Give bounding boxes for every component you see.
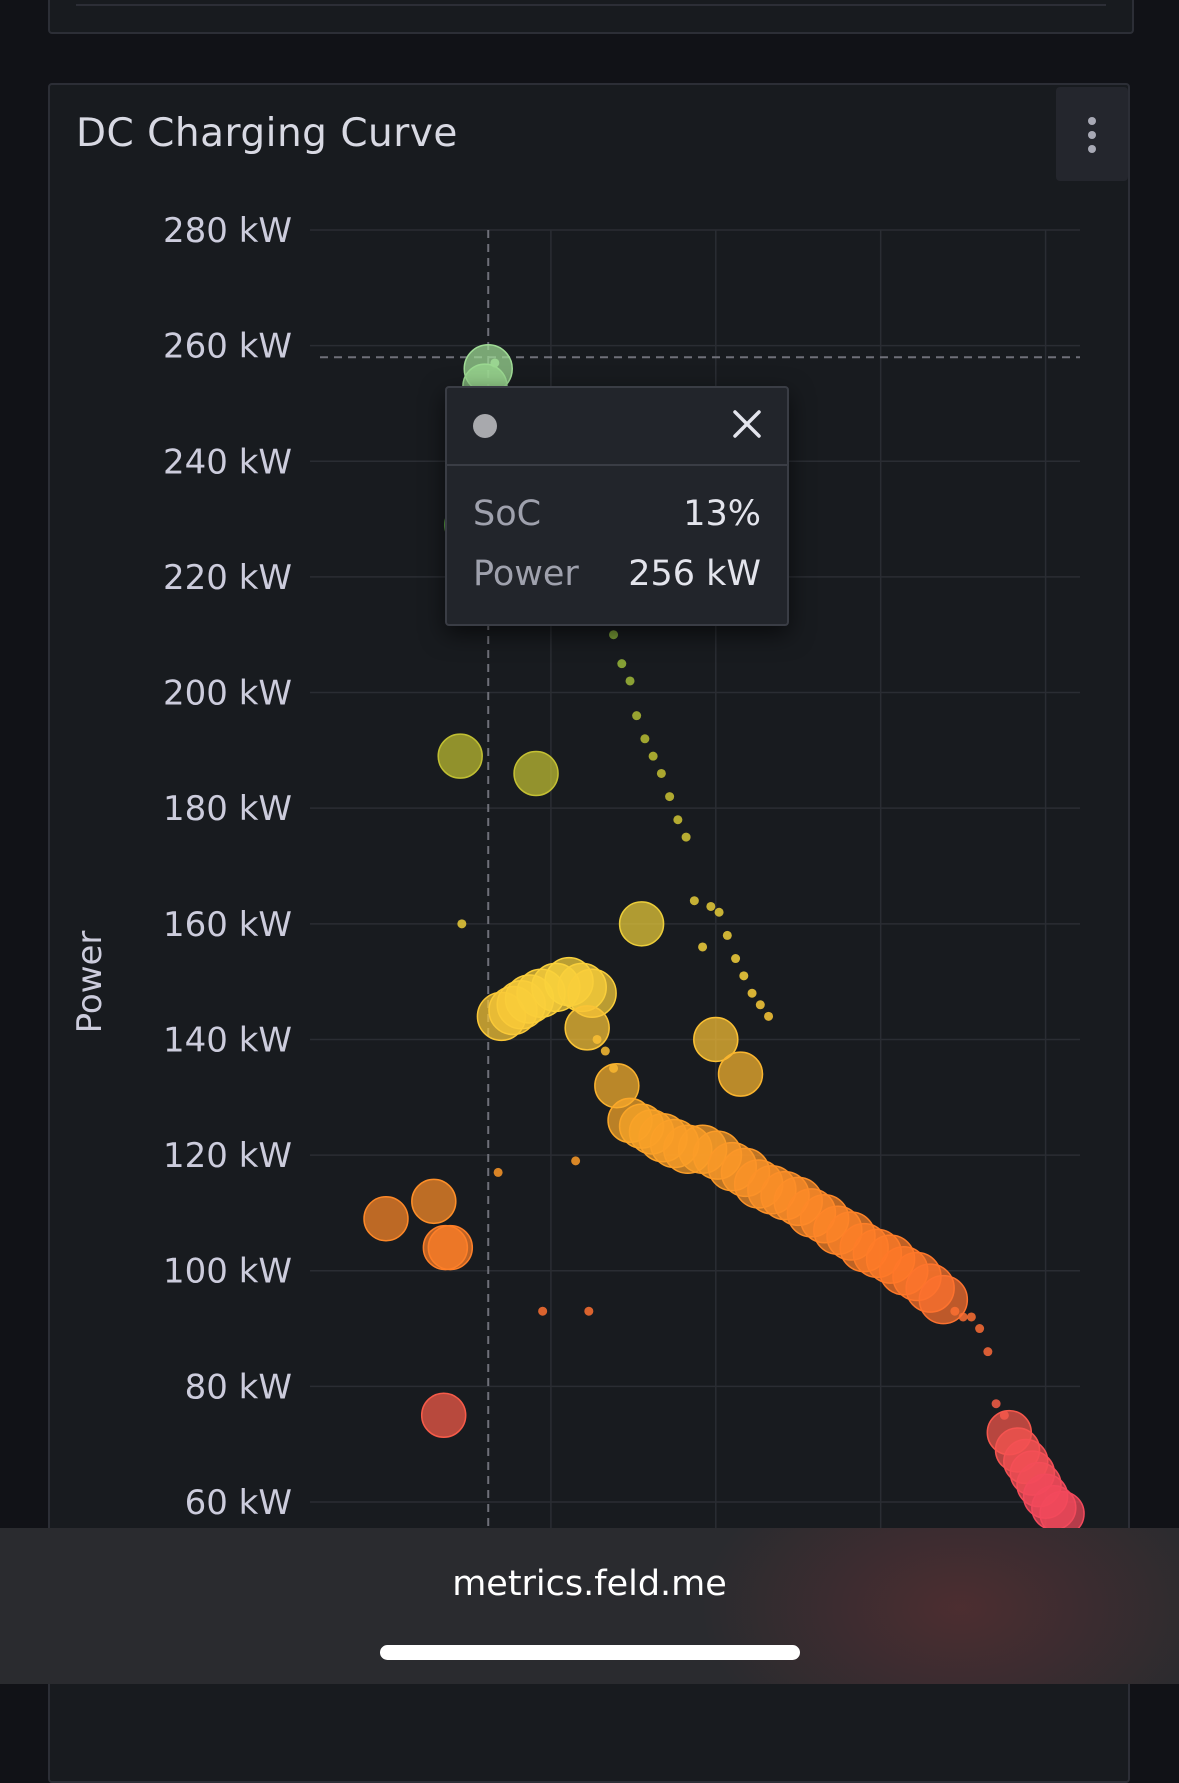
data-point[interactable]: [437, 733, 483, 779]
data-point[interactable]: [592, 1034, 602, 1044]
tooltip-label: SoC: [473, 494, 542, 534]
y-axis: 280 kW 260 kW 240 kW 220 kW 200 kW 180 kW 160 …: [163, 211, 292, 1523]
tooltip-value: 256 kW: [628, 554, 761, 594]
y-tick-label: 60 kW: [185, 1483, 292, 1523]
panel-menu-button[interactable]: [1056, 87, 1128, 181]
data-point[interactable]: [698, 942, 708, 952]
tooltip-label: Power: [473, 554, 579, 594]
data-point[interactable]: [991, 1399, 1001, 1409]
data-point[interactable]: [714, 907, 724, 917]
data-point[interactable]: [673, 815, 683, 825]
y-tick-label: 240 kW: [163, 442, 292, 482]
data-point[interactable]: [640, 734, 650, 744]
tooltip-header: [447, 388, 787, 466]
y-tick-label: 140 kW: [163, 1020, 292, 1060]
y-tick-label: 100 kW: [163, 1252, 292, 1292]
data-point[interactable]: [600, 1046, 610, 1056]
tooltip-row-power: Power 256 kW: [473, 554, 761, 598]
data-point[interactable]: [693, 1016, 739, 1063]
data-point[interactable]: [513, 750, 559, 797]
data-point[interactable]: [411, 1178, 457, 1225]
data-point[interactable]: [764, 1011, 774, 1021]
y-tick-label: 120 kW: [163, 1136, 292, 1176]
charging-curve-panel: DC Charging Curve: [48, 83, 1130, 1783]
data-point[interactable]: [706, 901, 716, 911]
scatter-chart[interactable]: 280 kW 260 kW 240 kW 220 kW 200 kW 180 kW 160 …: [0, 0, 1179, 1528]
data-point[interactable]: [966, 1312, 976, 1322]
y-tick-label: 220 kW: [163, 558, 292, 598]
data-point[interactable]: [584, 1306, 594, 1316]
y-tick-label: 260 kW: [163, 327, 292, 367]
data-point[interactable]: [665, 792, 675, 802]
data-point[interactable]: [755, 1000, 765, 1010]
data-point[interactable]: [609, 1063, 619, 1073]
data-point[interactable]: [958, 1312, 968, 1322]
y-tick-label: 80 kW: [185, 1367, 292, 1407]
data-point[interactable]: [625, 676, 635, 686]
close-icon[interactable]: [729, 406, 765, 442]
data-tooltip: SoC 13% Power 256 kW: [445, 386, 789, 626]
previous-panel-rule: [76, 4, 1106, 6]
data-point[interactable]: [739, 971, 749, 981]
data-point[interactable]: [717, 1051, 764, 1097]
y-tick-label: 180 kW: [163, 789, 292, 829]
tooltip-row-soc: SoC 13%: [473, 494, 761, 538]
url-field[interactable]: metrics.feld.me: [452, 1564, 727, 1604]
data-point[interactable]: [363, 1195, 409, 1242]
y-axis-label: Power: [70, 931, 110, 1034]
data-point[interactable]: [950, 1306, 960, 1316]
data-point[interactable]: [983, 1347, 993, 1357]
browser-bottom-bar: metrics.feld.me: [0, 1528, 1179, 1684]
data-point[interactable]: [493, 1167, 503, 1177]
data-point[interactable]: [618, 901, 665, 947]
data-point[interactable]: [617, 659, 627, 669]
y-tick-label: 160 kW: [163, 905, 292, 945]
previous-panel: [48, 0, 1134, 34]
data-point[interactable]: [564, 1005, 610, 1051]
tooltip-value: 13%: [683, 494, 761, 534]
y-tick-label: 280 kW: [163, 211, 292, 251]
series-color-icon: [473, 414, 497, 438]
data-point[interactable]: [722, 930, 732, 940]
y-tick-label: 200 kW: [163, 674, 292, 714]
data-point[interactable]: [420, 1392, 467, 1439]
data-point[interactable]: [1039, 1490, 1085, 1528]
data-point[interactable]: [681, 832, 691, 842]
data-point[interactable]: [538, 1306, 548, 1316]
data-point[interactable]: [457, 919, 467, 929]
data-point[interactable]: [975, 1324, 985, 1334]
data-point[interactable]: [609, 630, 619, 640]
home-indicator[interactable]: [380, 1645, 800, 1660]
data-point[interactable]: [571, 1156, 581, 1166]
panel-title: DC Charging Curve: [76, 111, 458, 156]
data-point[interactable]: [689, 896, 699, 906]
data-point[interactable]: [648, 751, 658, 761]
data-points: [363, 344, 1085, 1528]
data-point[interactable]: [731, 954, 741, 964]
data-point[interactable]: [632, 711, 642, 721]
data-point[interactable]: [747, 988, 757, 998]
data-point[interactable]: [656, 768, 666, 778]
data-point[interactable]: [427, 1224, 474, 1271]
